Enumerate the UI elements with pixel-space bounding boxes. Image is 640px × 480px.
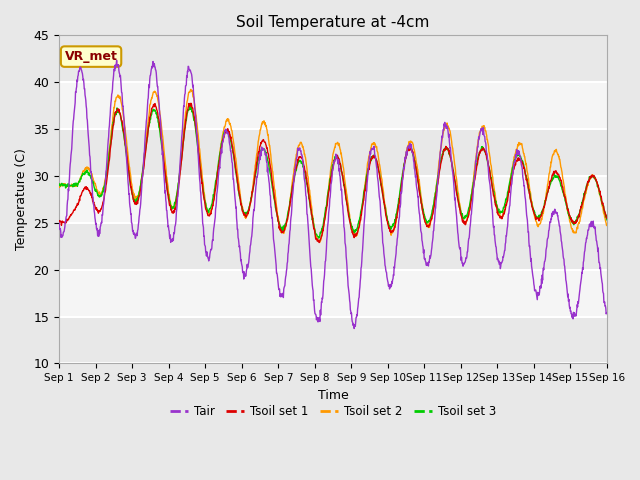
Y-axis label: Temperature (C): Temperature (C) — [15, 148, 28, 250]
Bar — [59, 176, 607, 223]
Bar — [59, 270, 607, 316]
Bar — [59, 129, 607, 176]
Bar — [59, 316, 607, 363]
Title: Soil Temperature at -4cm: Soil Temperature at -4cm — [236, 15, 429, 30]
Bar — [59, 82, 607, 129]
Bar — [59, 36, 607, 82]
Legend: Tair, Tsoil set 1, Tsoil set 2, Tsoil set 3: Tair, Tsoil set 1, Tsoil set 2, Tsoil se… — [166, 401, 500, 423]
X-axis label: Time: Time — [317, 389, 348, 402]
Text: VR_met: VR_met — [65, 50, 118, 63]
Bar — [59, 223, 607, 270]
